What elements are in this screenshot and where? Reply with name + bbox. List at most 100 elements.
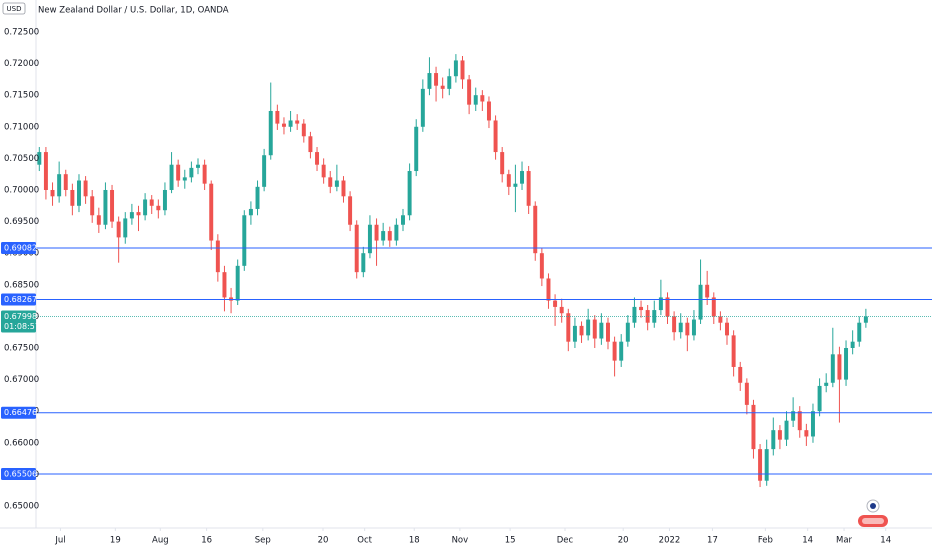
x-tick-label: 14: [802, 536, 813, 546]
candle-body: [810, 411, 815, 437]
candle-body: [275, 110, 280, 124]
candle-body: [189, 167, 194, 178]
candle-body: [817, 385, 822, 412]
candle-body: [678, 322, 683, 333]
candle-body: [711, 297, 716, 317]
level-label: 0.66476: [4, 408, 37, 417]
x-tick-label: Aug: [152, 536, 169, 546]
candle-body: [209, 183, 214, 241]
candle-body: [731, 335, 736, 367]
candle-body: [599, 322, 604, 339]
candle-body: [592, 319, 597, 339]
y-tick-label: 0.72500: [4, 27, 39, 37]
x-tick-label: 20: [618, 536, 629, 546]
candle-body: [586, 319, 591, 336]
candle-body: [758, 449, 763, 481]
candle-body: [771, 430, 776, 450]
candle-body: [182, 177, 187, 181]
candle-body: [632, 306, 637, 323]
candle-body: [268, 110, 273, 156]
candle-body: [705, 284, 710, 298]
candle-body: [500, 152, 505, 175]
candle-body: [401, 215, 405, 225]
level-label-box: [1, 468, 36, 481]
candle-body: [414, 126, 419, 172]
y-tick-label: 0.67500: [4, 343, 39, 353]
candle-body: [50, 189, 55, 197]
candle-body: [625, 322, 630, 342]
plot-area: [36, 54, 932, 488]
countdown-label: 01:08:57: [4, 322, 40, 331]
candle-body: [526, 171, 531, 206]
candle-body: [844, 347, 849, 380]
candle-body: [334, 180, 339, 187]
icon-dot: [870, 503, 876, 509]
candle-body: [572, 325, 577, 342]
candle-body: [665, 297, 670, 317]
candle-body: [751, 404, 756, 450]
candle-body: [460, 60, 465, 80]
candle-body: [639, 306, 644, 311]
candle-body: [804, 430, 809, 437]
candle-body: [229, 297, 234, 301]
candle-body: [645, 310, 650, 323]
candle-body: [76, 180, 81, 206]
candle-body: [453, 60, 458, 77]
x-tick-label: 14: [880, 536, 891, 546]
flag-icon: [858, 499, 888, 527]
x-tick-label: Oct: [357, 536, 372, 546]
candle-body: [242, 215, 247, 266]
candle-body: [744, 382, 749, 405]
candle-body: [110, 189, 115, 222]
candle-body: [367, 224, 372, 254]
candle-body: [837, 354, 842, 380]
candle-body: [83, 180, 88, 197]
candle-body: [162, 189, 167, 211]
candle-body: [196, 164, 200, 168]
candle-body: [520, 171, 525, 184]
x-tick-label: 15: [505, 536, 516, 546]
candle-body: [381, 231, 386, 241]
candle-body: [863, 316, 868, 323]
candle-body: [612, 341, 617, 361]
chart-title: New Zealand Dollar / U.S. Dollar, 1D, OA…: [38, 6, 229, 16]
candle-body: [281, 123, 286, 127]
x-tick-label: 2022: [659, 536, 681, 546]
candle-body: [248, 208, 253, 216]
candle-body: [579, 325, 584, 336]
candle-body: [685, 322, 690, 336]
candle-body: [447, 76, 452, 89]
candle-body: [672, 316, 677, 333]
candle-body: [764, 449, 769, 481]
candle-body: [129, 212, 134, 219]
candle-body: [116, 221, 121, 238]
candle-body: [434, 73, 439, 86]
x-tick-label: 18: [409, 536, 420, 546]
y-tick-label: 0.70500: [4, 154, 39, 164]
candle-body: [850, 341, 855, 348]
x-tick-label: Jul: [54, 536, 65, 546]
candle-body: [506, 174, 511, 187]
level-label: 0.65506: [4, 470, 37, 479]
candle-body: [255, 186, 260, 209]
candle-body: [546, 278, 551, 301]
candle-body: [57, 174, 62, 197]
candle-body: [691, 319, 696, 336]
candle-body: [513, 183, 518, 187]
candle-body: [486, 101, 491, 121]
candle-body: [156, 205, 161, 211]
candle-body: [235, 265, 240, 301]
candle-body: [262, 155, 267, 187]
candle-body: [387, 231, 392, 241]
candle-body: [830, 354, 835, 383]
candle-body: [328, 177, 333, 187]
candle-body: [480, 95, 485, 102]
candle-body: [63, 174, 68, 190]
candle-body: [348, 196, 353, 225]
y-tick-label: 0.72000: [4, 59, 39, 69]
level-label-box: [1, 406, 36, 419]
y-tick-label: 0.71000: [4, 122, 39, 132]
current-price-box: [1, 310, 36, 333]
candle-body: [718, 316, 723, 323]
